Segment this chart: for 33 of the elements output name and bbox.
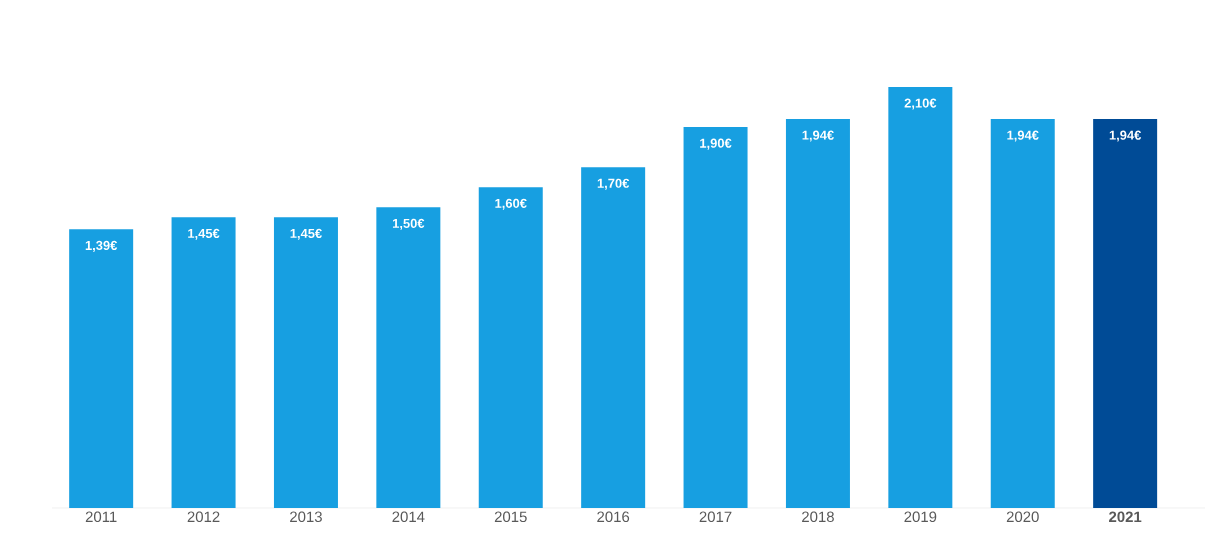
- bar: [581, 167, 646, 508]
- data-label: 1,94€: [1109, 130, 1142, 142]
- data-label: 1,70€: [597, 178, 630, 190]
- x-tick-label: 2021: [1109, 511, 1142, 523]
- bar: [478, 187, 543, 508]
- x-tick-label: 2018: [802, 511, 834, 523]
- bar: [990, 119, 1055, 508]
- data-label: 1,94€: [1007, 130, 1039, 142]
- x-tick-label: 2020: [1006, 511, 1039, 523]
- data-label: 1,50€: [392, 218, 425, 230]
- x-tick-label: 2015: [494, 511, 527, 523]
- x-tick-label: 2012: [187, 511, 220, 523]
- data-label: 1,90€: [700, 138, 732, 150]
- x-tick-label: 2013: [290, 511, 322, 523]
- data-label: 1,94€: [802, 130, 834, 142]
- data-label: 1,45€: [290, 228, 322, 240]
- data-label: 2,10€: [904, 98, 937, 110]
- data-label: 1,39€: [85, 240, 118, 252]
- x-tick-label: 2016: [597, 511, 630, 523]
- bar: [683, 127, 748, 508]
- bar: [888, 86, 953, 508]
- x-tick-label: 2019: [904, 511, 937, 523]
- bar: [171, 217, 236, 508]
- data-label: 1,60€: [495, 198, 527, 210]
- data-label: 1,45€: [188, 228, 220, 240]
- bar: [1093, 119, 1158, 508]
- x-tick-label: 2014: [392, 511, 425, 523]
- x-tick-label: 2011: [85, 511, 117, 523]
- bar: [273, 217, 338, 508]
- x-tick-label: 2017: [699, 511, 732, 523]
- bar: [69, 229, 134, 508]
- bar: [376, 207, 441, 508]
- bar: [785, 119, 850, 508]
